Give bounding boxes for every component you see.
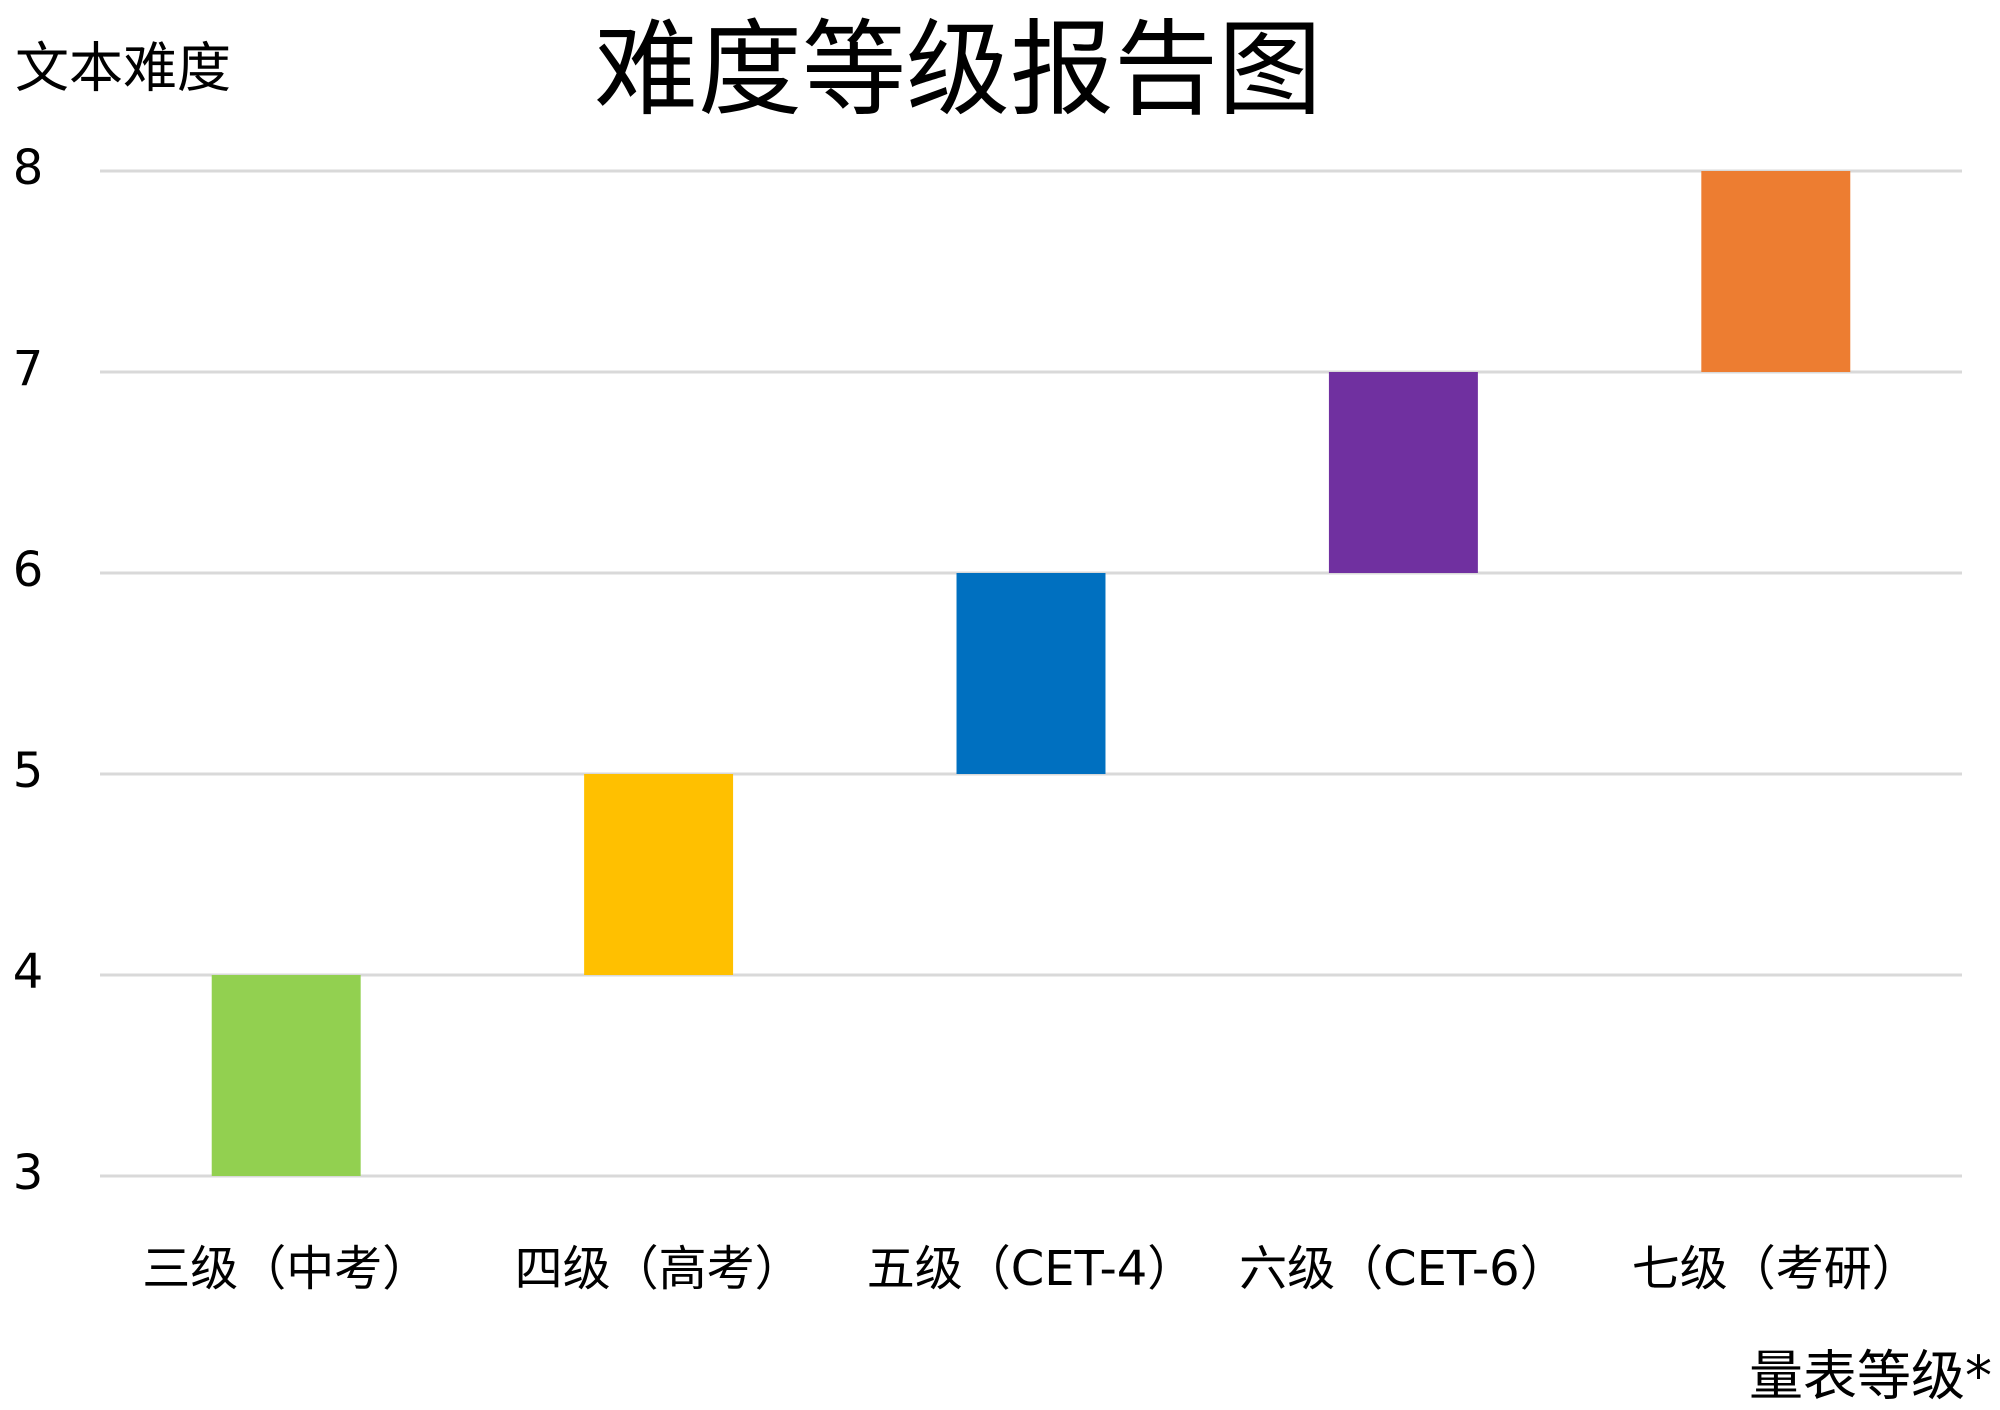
bar	[1701, 171, 1851, 372]
y-tick-label: 8	[13, 140, 44, 196]
bar	[1328, 372, 1478, 573]
x-tick-label: 六级（CET-6）	[1239, 1241, 1568, 1297]
x-tick-label: 三级（中考）	[142, 1241, 430, 1297]
y-tick-label: 7	[13, 341, 44, 397]
bar	[956, 573, 1106, 774]
chart-title: 难度等级报告图	[594, 8, 1322, 130]
x-axis-label: 量表等级*	[1749, 1345, 1992, 1408]
y-tick-label: 4	[13, 944, 44, 1000]
x-tick-label: 五级（CET-4）	[867, 1241, 1196, 1297]
y-axis-label: 文本难度	[15, 37, 231, 100]
x-tick-label: 四级（高考）	[515, 1241, 803, 1297]
y-tick-label: 6	[13, 542, 44, 598]
x-tick-label: 七级（考研）	[1632, 1241, 1920, 1297]
y-tick-label: 3	[13, 1145, 44, 1201]
y-tick-label: 5	[13, 743, 44, 799]
bar	[211, 975, 361, 1176]
bar	[584, 774, 734, 975]
